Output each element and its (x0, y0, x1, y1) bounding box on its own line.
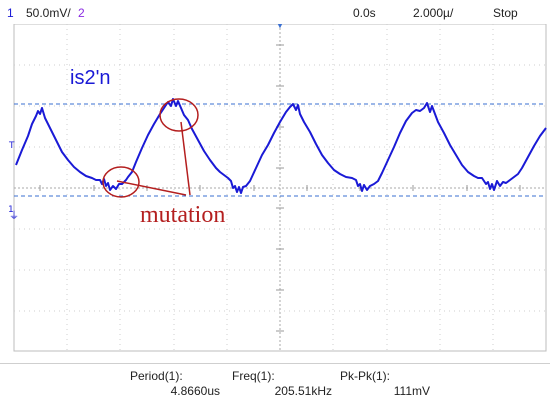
measurement-period-value: 4.8660us (170, 384, 220, 398)
measurement-freq-value: 205.51kHz (274, 384, 332, 398)
measurement-period-label[interactable]: Period(1): (130, 369, 183, 383)
annotation-ellipse-left (102, 166, 140, 198)
run-state[interactable]: Stop (493, 6, 518, 20)
measurement-freq-label[interactable]: Freq(1): (232, 369, 275, 383)
channel1-number[interactable]: 1 (7, 6, 14, 20)
timebase-scale[interactable]: 2.000µ/ (413, 6, 454, 20)
channel2-number[interactable]: 2 (78, 6, 85, 20)
center-axis-ticks (39, 44, 521, 332)
annotation-ellipse-peak (159, 98, 199, 132)
measurement-pkpk-value: 111mV (393, 384, 430, 398)
annotation-pointer-left (116, 180, 187, 196)
time-offset[interactable]: 0.0s (353, 6, 376, 20)
waveform-trace (15, 98, 547, 194)
trace-label: is2'n (70, 67, 111, 89)
measurement-bar: Period(1): 4.8660us Freq(1): 205.51kHz P… (0, 363, 550, 408)
annotation-pointer-peak (180, 121, 191, 196)
channel1-scale[interactable]: 50.0mV/ (26, 6, 71, 20)
graticule-vertical-lines (66, 24, 494, 351)
measurement-pkpk-label[interactable]: Pk-Pk(1): (340, 369, 391, 383)
trigger-level-marker: T (8, 141, 15, 151)
graticule-horizontal-lines (14, 64, 546, 312)
channel1-ground-marker: 1 (8, 205, 14, 215)
annotation-text: mutation (140, 202, 225, 228)
top-status-bar: 1 50.0mV/ 2 0.0s 2.000µ/ Stop (0, 0, 550, 24)
ground-symbol-icon: ⏚ (9, 210, 19, 222)
